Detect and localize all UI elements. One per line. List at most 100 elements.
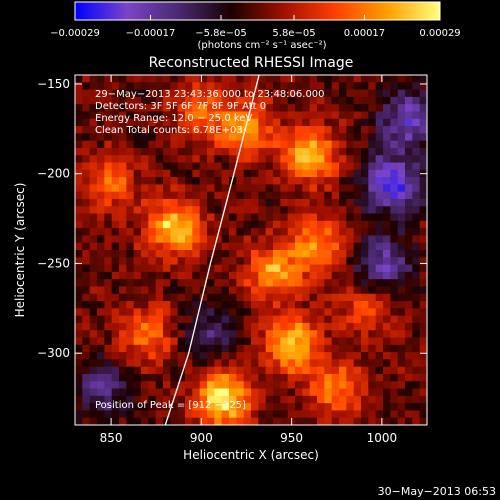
heatmap-cell — [221, 308, 230, 317]
heatmap-cell — [397, 235, 406, 244]
heatmap-cell — [280, 206, 289, 214]
heatmap-cell — [258, 403, 267, 411]
heatmap-cell — [331, 191, 340, 200]
heatmap-cell — [375, 177, 384, 185]
heatmap-cell — [199, 417, 208, 425]
heatmap-cell — [104, 162, 113, 171]
heatmap-cell — [111, 257, 120, 265]
heatmap-cell — [221, 147, 230, 156]
heatmap-cell — [119, 322, 127, 331]
heatmap-cell — [361, 293, 369, 302]
heatmap-cell — [133, 228, 142, 236]
heatmap-cell — [361, 96, 369, 105]
heatmap-cell — [75, 235, 83, 244]
heatmap-cell — [383, 417, 391, 425]
heatmap-cell — [317, 140, 325, 149]
heatmap-cell — [243, 89, 252, 98]
heatmap-cell — [243, 140, 252, 149]
heatmap-cell — [405, 395, 413, 404]
heatmap-cell — [331, 250, 340, 258]
heatmap-cell — [251, 337, 259, 346]
heatmap-cell — [119, 344, 127, 353]
heatmap-cell — [133, 191, 142, 200]
heatmap-cell — [141, 366, 149, 375]
heatmap-cell — [177, 206, 186, 214]
heatmap-cell — [163, 293, 171, 302]
heatmap-cell — [229, 279, 237, 287]
heatmap-cell — [331, 220, 340, 229]
heatmap-cell — [287, 315, 296, 324]
heatmap-cell — [214, 315, 223, 324]
heatmap-cell — [390, 322, 399, 331]
heatmap-cell — [236, 191, 245, 200]
heatmap-cell — [361, 308, 369, 317]
heatmap-cell — [133, 322, 142, 331]
heatmap-cell — [148, 177, 157, 185]
heatmap-cell — [82, 344, 91, 353]
heatmap-cell — [324, 344, 333, 353]
heatmap-cell — [309, 373, 318, 382]
heatmap-cell — [361, 147, 369, 156]
heatmap-cell — [82, 322, 91, 331]
heatmap-cell — [207, 366, 215, 375]
heatmap-cell — [185, 213, 193, 222]
heatmap-cell — [192, 381, 201, 389]
heatmap-cell — [397, 301, 406, 309]
heatmap-cell — [133, 330, 142, 338]
heatmap-cell — [89, 82, 98, 90]
heatmap-cell — [324, 111, 333, 120]
heatmap-cell — [375, 126, 384, 134]
heatmap-cell — [353, 344, 362, 353]
heatmap-cell — [287, 169, 296, 178]
heatmap-cell — [273, 330, 281, 338]
heatmap-cell — [104, 315, 113, 324]
heatmap-cell — [199, 330, 208, 338]
heatmap-cell — [258, 89, 267, 98]
heatmap-cell — [251, 191, 259, 200]
heatmap-cell — [126, 286, 135, 295]
heatmap-cell — [163, 213, 171, 222]
heatmap-cell — [361, 381, 369, 389]
plot-frame — [74, 74, 428, 426]
heatmap-cell — [302, 220, 311, 229]
heatmap-cell — [273, 133, 281, 142]
heatmap-cell — [375, 293, 384, 302]
heatmap-cell — [383, 330, 391, 338]
heatmap-cell — [141, 155, 149, 163]
heatmap-cell — [273, 293, 281, 302]
heatmap-cell — [287, 366, 296, 375]
heatmap-cell — [405, 366, 413, 375]
heatmap-cell — [236, 133, 245, 142]
heatmap-cell — [273, 140, 281, 149]
heatmap-cell — [265, 82, 274, 90]
heatmap-cell — [383, 111, 391, 120]
heatmap-cell — [265, 126, 274, 134]
heatmap-cell — [251, 177, 259, 185]
heatmap-cell — [302, 366, 311, 375]
heatmap-cell — [155, 104, 164, 112]
heatmap-cell — [177, 366, 186, 375]
heatmap-cell — [214, 359, 223, 368]
heatmap-cell — [229, 177, 237, 185]
heatmap-cell — [280, 213, 289, 222]
heatmap-cell — [75, 301, 83, 309]
heatmap-cell — [412, 213, 421, 222]
heatmap-cell — [302, 381, 311, 389]
heatmap-cell — [397, 308, 406, 317]
heatmap-cell — [397, 242, 406, 251]
heatmap-cell — [353, 220, 362, 229]
heatmap-cell — [177, 191, 186, 200]
heatmap-cell — [346, 206, 355, 214]
heatmap-cell — [309, 395, 318, 404]
heatmap-cell — [405, 250, 413, 258]
heatmap-cell — [309, 235, 318, 244]
heatmap-cell — [229, 315, 237, 324]
heatmap-cell — [397, 366, 406, 375]
heatmap-cell — [126, 373, 135, 382]
heatmap-cell — [390, 352, 399, 360]
heatmap-cell — [214, 279, 223, 287]
heatmap-cell — [309, 264, 318, 273]
heatmap-cell — [82, 337, 91, 346]
heatmap-cell — [258, 82, 267, 90]
heatmap-cell — [258, 250, 267, 258]
